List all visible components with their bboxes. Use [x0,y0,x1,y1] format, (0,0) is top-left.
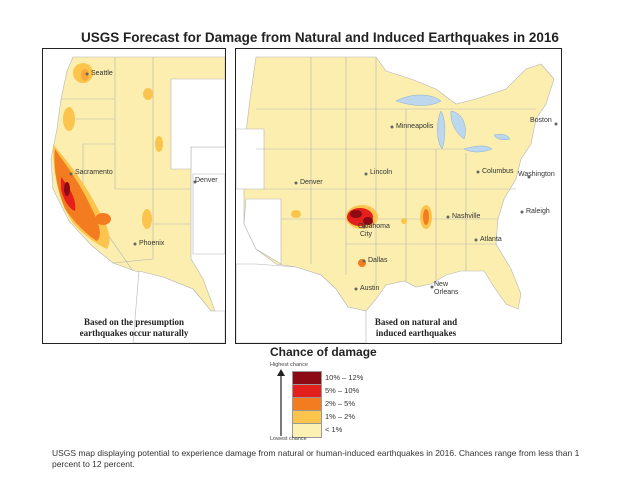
legend-label-1: 10% – 12% [325,373,364,382]
mexico-region [236,263,367,343]
city-label-denver: Denver [195,177,218,184]
legend-label-3: 2% – 5% [325,399,356,408]
city-label-washington: Washington [518,171,555,178]
city-label-city: City [360,231,373,238]
map-description: USGS map displaying potential to experie… [52,448,580,469]
lake-huron [450,110,466,140]
induced-earthquake-map-panel: Minneapolis Boston Lincoln Columbus Wash… [235,48,562,344]
city-label-sacramento: Sacramento [75,169,113,176]
no-data-region [243,198,282,265]
western-us-map [50,56,225,343]
city-label-minneapolis: Minneapolis [396,123,434,130]
city-label-new: New [434,281,449,288]
lake-erie [463,145,493,153]
legend-swatch-5 [292,423,322,438]
city-label-nashville: Nashville [452,213,481,220]
city-label-orleans: Orleans [434,289,459,296]
city-label-atlanta: Atlanta [480,236,502,243]
mexico-region [132,270,225,343]
legend-arrow-icon [277,369,285,436]
no-data-region [192,173,225,255]
conus-map [236,56,558,343]
legend-label-4: 1% – 2% [325,412,356,421]
city-label-austin: Austin [360,285,380,292]
left-panel-caption: Based on the presumption earthquakes occ… [79,317,189,338]
legend-title: Chance of damage [270,345,377,359]
no-data-region [170,78,225,170]
no-data-region [236,128,265,190]
city-label-denver: Denver [300,179,323,186]
city-label-oklahoma: Oklahoma [358,223,390,230]
legend-highest-label: Highest chance [270,362,308,368]
legend-label-2: 5% – 10% [325,386,360,395]
city-label-boston: Boston [530,117,552,124]
city-label-columbus: Columbus [482,168,514,175]
legend-lowest-label: Lowest chance [270,436,307,442]
city-label-phoenix: Phoenix [139,240,165,247]
map-title: USGS Forecast for Damage from Natural an… [81,30,559,45]
city-label-lincoln: Lincoln [370,169,393,176]
city-label-dallas: Dallas [368,257,388,264]
legend-label-5: < 1% [325,425,343,434]
legend: Highest chance 10% – 12% 5% – 10% 2% – 5… [270,362,380,442]
lake-superior [395,94,442,106]
lake-ontario [493,133,511,141]
natural-earthquake-map-panel: Seattle Sacramento Denver Phoenix Based … [42,48,226,344]
city-label-raleigh: Raleigh [526,208,550,215]
right-panel-caption: Based on natural and induced earthquakes [374,317,458,338]
city-label-seattle: Seattle [91,70,113,77]
